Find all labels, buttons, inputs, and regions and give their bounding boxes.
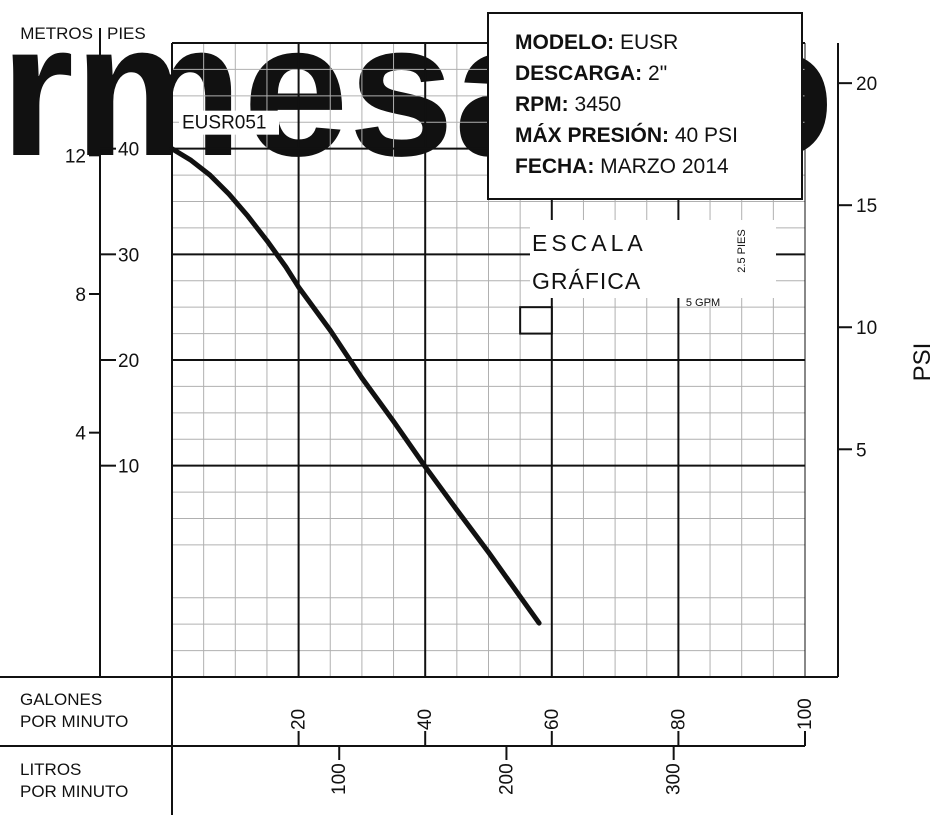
chart-series: EUSR051 xyxy=(169,110,542,626)
info-line-rpm: RPM: 3450 xyxy=(515,89,801,120)
info-key: RPM: xyxy=(515,93,569,116)
info-value: MARZO 2014 xyxy=(600,155,729,178)
info-key: MODELO: xyxy=(515,31,615,54)
scale-note-background xyxy=(530,220,776,298)
series-label-background xyxy=(179,110,279,135)
info-line-model: MODELO: EUSR xyxy=(515,27,801,58)
scale-height-label: 2.5 PIES xyxy=(736,229,748,272)
model-info-box: MODELO: EUSR DESCARGA: 2" RPM: 3450 MÁX … xyxy=(487,12,803,200)
chart-axes: 10 20 30 40 4 8 12 METROS PIES 5 10 15 20 PSI GALONES P… xyxy=(0,24,936,815)
info-line-max-pressure: MÁX PRESIÓN: 40 PSI xyxy=(515,120,801,151)
gpm-tick-label: 60 xyxy=(542,709,563,730)
info-key: MÁX PRESIÓN: xyxy=(515,124,670,147)
meters-tick-label: 4 xyxy=(75,424,86,445)
meters-tick-label: 8 xyxy=(75,285,86,306)
feet-tick-label: 10 xyxy=(118,457,139,478)
gpm-tick-label: 20 xyxy=(289,709,310,730)
info-line-date: FECHA: MARZO 2014 xyxy=(515,151,801,182)
feet-tick-label: 20 xyxy=(118,351,139,372)
meters-axis-label: METROS xyxy=(20,24,93,43)
info-value: 3450 xyxy=(574,93,622,116)
feet-tick-label: 40 xyxy=(118,140,139,161)
series-line xyxy=(169,146,542,626)
feet-axis-label: PIES xyxy=(107,24,146,43)
gpm-axis-label: POR MINUTO xyxy=(20,712,128,731)
psi-tick-label: 15 xyxy=(856,196,877,217)
lpm-axis-label: POR MINUTO xyxy=(20,782,128,801)
info-value: EUSR xyxy=(620,31,679,54)
scale-word: GRÁFICA xyxy=(532,268,641,294)
gpm-tick-label: 80 xyxy=(668,709,689,730)
lpm-tick-label: 200 xyxy=(496,763,517,795)
info-key: DESCARGA: xyxy=(515,62,643,85)
info-key: FECHA: xyxy=(515,155,595,178)
scale-note: ESCALA GRÁFICA 2.5 PIES 5 GPM xyxy=(519,220,776,335)
scale-box xyxy=(519,306,553,335)
info-line-discharge: DESCARGA: 2" xyxy=(515,58,801,89)
feet-tick-label: 30 xyxy=(118,245,139,266)
lpm-tick-label: 300 xyxy=(664,763,685,795)
gpm-tick-label: 100 xyxy=(795,698,816,730)
info-value: 2" xyxy=(648,62,668,85)
gpm-tick-label: 40 xyxy=(415,709,436,730)
scale-word: ESCALA xyxy=(532,230,647,256)
info-value: 40 PSI xyxy=(674,124,738,147)
meters-tick-label: 12 xyxy=(65,146,86,167)
scale-width-label: 5 GPM xyxy=(686,297,720,309)
lpm-tick-label: 100 xyxy=(329,763,350,795)
series-label: EUSR051 xyxy=(182,113,267,134)
psi-tick-label: 10 xyxy=(856,318,877,339)
psi-tick-label: 5 xyxy=(856,440,867,461)
gpm-axis-label: GALONES xyxy=(20,690,102,709)
psi-axis-label: PSI xyxy=(909,343,936,382)
lpm-axis-label: LITROS xyxy=(20,760,81,779)
psi-tick-label: 20 xyxy=(856,74,877,95)
